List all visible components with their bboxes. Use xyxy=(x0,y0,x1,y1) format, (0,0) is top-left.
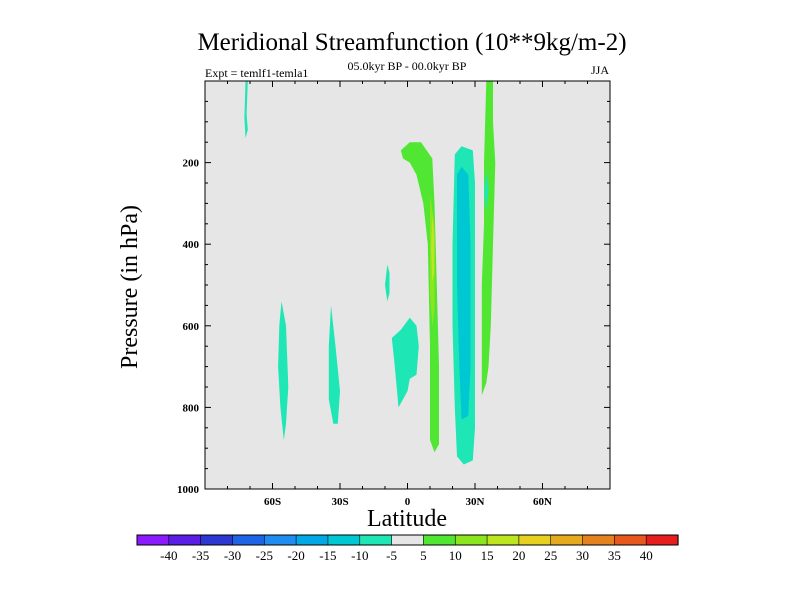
colorbar-label: -25 xyxy=(256,548,273,563)
colorbar-label: -40 xyxy=(160,548,177,563)
colorbar-box xyxy=(295,534,329,546)
colorbar-box xyxy=(359,534,393,546)
colorbar-label: -35 xyxy=(192,548,209,563)
colorbar-label: -15 xyxy=(319,548,336,563)
colorbar-box xyxy=(232,534,265,546)
plot-area xyxy=(205,81,610,489)
y-axis-label: Pressure (in hPa) xyxy=(117,205,143,369)
colorbar-label: 20 xyxy=(512,548,525,563)
colorbar-box xyxy=(391,534,425,546)
colorbar-box xyxy=(136,534,170,546)
colorbar-label: 30 xyxy=(576,548,589,563)
contour-region-1-level-neg5 xyxy=(278,301,289,440)
x-axis-label: Latitude xyxy=(367,506,447,532)
contour-regions xyxy=(244,81,496,465)
colorbar-label: -20 xyxy=(287,548,304,563)
contour-region-9-level-neg10 xyxy=(457,166,471,420)
colorbar-label: 40 xyxy=(640,548,653,563)
contour-region-2-level-neg5 xyxy=(328,305,340,424)
contour-region-5-level-5 xyxy=(400,142,439,453)
colorbar-box xyxy=(518,534,552,546)
season-label: JJA xyxy=(591,63,609,77)
colorbar-label: -5 xyxy=(386,548,397,563)
colorbar-box xyxy=(423,534,456,546)
contour-region-0-level-neg5 xyxy=(244,81,248,139)
colorbar-box xyxy=(582,534,615,546)
colorbar-label: 5 xyxy=(420,548,427,563)
colorbar-box xyxy=(327,534,361,546)
colorbar-box xyxy=(550,534,584,546)
colorbar-box xyxy=(486,534,520,546)
colorbar-label: -30 xyxy=(224,548,241,563)
colorbar-box xyxy=(200,534,234,546)
contour-region-3-level-neg5 xyxy=(385,264,390,302)
left-string: Expt = temlf1-temla1 xyxy=(205,66,308,80)
y-tick-label: 600 xyxy=(183,321,200,333)
x-tick-label: 30S xyxy=(331,496,348,508)
colorbar-box xyxy=(168,534,202,546)
colorbar-label: 25 xyxy=(544,548,557,563)
contour-region-11-level-neg5 xyxy=(484,170,489,212)
colorbar-box xyxy=(454,534,488,546)
x-tick-label: 60S xyxy=(264,496,281,508)
x-tick-label: 30N xyxy=(466,496,485,508)
axis-ticks: 60S 30S 0 30N 60N 200 400 600 800 1000 xyxy=(177,81,610,508)
x-tick-label: 0 xyxy=(405,496,411,508)
center-string: 05.0kyr BP - 00.0kyr BP xyxy=(348,59,467,73)
colorbar-label: 35 xyxy=(608,548,621,563)
colorbar: -40 -35 -30 -25 -20 -15 -10 -5 5 10 15 20 25 30 35 40 xyxy=(136,534,679,563)
colorbar-frame xyxy=(136,534,679,546)
colorbar-label: 15 xyxy=(481,548,494,563)
colorbar-label: -10 xyxy=(351,548,368,563)
y-tick-label: 400 xyxy=(183,239,200,251)
contour-region-7-level-15 xyxy=(431,215,435,281)
y-tick-label: 1000 xyxy=(177,484,200,496)
x-tick-label: 60N xyxy=(533,496,552,508)
y-tick-label: 800 xyxy=(183,402,200,414)
colorbar-box xyxy=(645,534,679,546)
y-tick-label: 200 xyxy=(183,158,200,170)
colorbar-box xyxy=(614,534,647,546)
contour-region-10-level-5 xyxy=(481,81,496,396)
chart-title: Meridional Streamfunction (10**9kg/m-2) xyxy=(197,29,626,56)
contour-region-4-level-neg5 xyxy=(391,317,419,408)
colorbar-box xyxy=(263,534,297,546)
colorbar-label: 10 xyxy=(449,548,462,563)
